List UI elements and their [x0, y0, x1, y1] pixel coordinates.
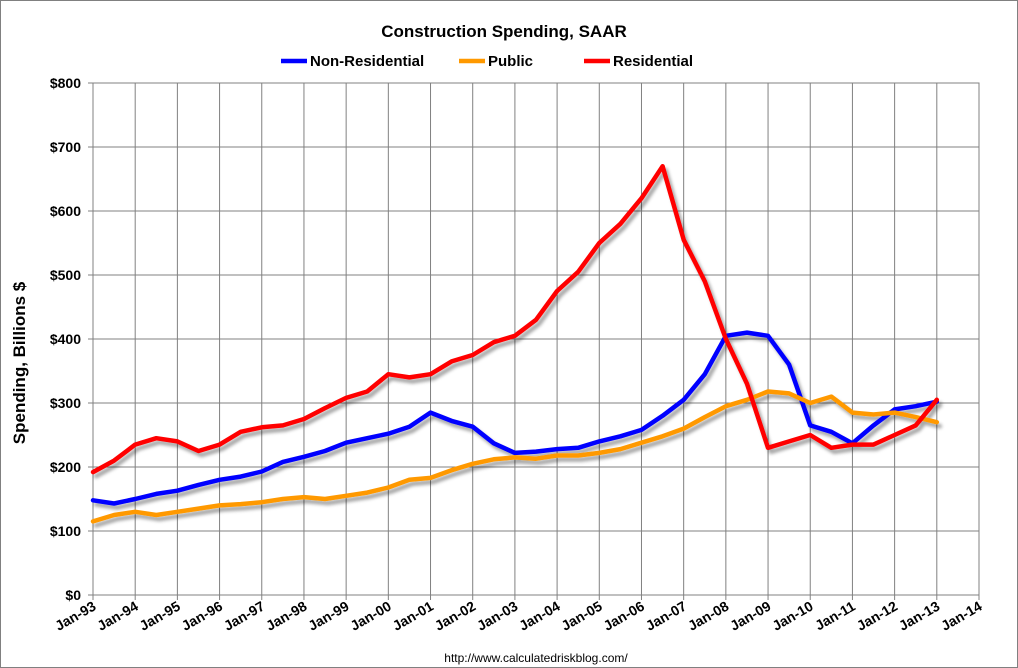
- x-tick-label: Jan-03: [474, 598, 521, 634]
- x-tick-label: Jan-02: [432, 598, 479, 634]
- legend-label-residential: Residential: [613, 53, 693, 70]
- y-tick-label: $500: [50, 267, 81, 283]
- x-tick-label: Jan-97: [221, 598, 268, 634]
- x-tick-label: Jan-95: [136, 598, 183, 634]
- x-tick-label: Jan-96: [179, 598, 226, 634]
- x-axis-ticks: Jan-93Jan-94Jan-95Jan-96Jan-97Jan-98Jan-…: [52, 595, 985, 634]
- series-lines: [90, 163, 940, 524]
- y-tick-label: $600: [50, 203, 81, 219]
- series-line-non-residential: [90, 330, 940, 506]
- x-tick-label: Jan-05: [558, 598, 605, 634]
- series-line-public: [90, 389, 940, 524]
- legend-label-non-residential: Non-Residential: [310, 53, 424, 70]
- y-tick-label: $200: [50, 459, 81, 475]
- y-tick-label: $100: [50, 523, 81, 539]
- y-tick-label: $400: [50, 331, 81, 347]
- x-tick-label: Jan-09: [727, 598, 774, 634]
- y-tick-label: $300: [50, 395, 81, 411]
- legend-label-public: Public: [488, 53, 533, 70]
- y-axis-ticks: $0 $100 $200 $300 $400 $500 $600 $700 $800: [50, 75, 93, 603]
- x-tick-label: Jan-01: [390, 598, 437, 634]
- x-tick-label: Jan-06: [601, 598, 648, 634]
- x-tick-label: Jan-11: [812, 598, 858, 634]
- x-tick-label: Jan-94: [94, 598, 141, 634]
- chart-title: Construction Spending, SAAR: [381, 22, 627, 41]
- x-tick-label: Jan-14: [938, 598, 985, 634]
- x-tick-label: Jan-13: [896, 598, 943, 634]
- x-tick-label: Jan-99: [305, 598, 352, 634]
- y-tick-label: $700: [50, 139, 81, 155]
- y-axis-label: Spending, Billions $: [10, 281, 29, 444]
- x-tick-label: Jan-07: [643, 598, 690, 634]
- series-line-residential: [90, 163, 940, 475]
- x-tick-label: Jan-98: [263, 598, 310, 634]
- x-tick-label: Jan-10: [769, 598, 816, 634]
- x-tick-label: Jan-04: [516, 598, 563, 634]
- y-tick-label: $0: [65, 587, 81, 603]
- x-tick-label: Jan-00: [347, 598, 394, 634]
- source-link[interactable]: http://www.calculatedriskblog.com/: [444, 651, 628, 665]
- chart-legend: Non-Residential Public Residential: [281, 53, 693, 70]
- y-tick-label: $800: [50, 75, 81, 91]
- x-tick-label: Jan-93: [52, 598, 99, 634]
- x-tick-label: Jan-08: [685, 598, 732, 634]
- x-tick-label: Jan-12: [854, 598, 901, 634]
